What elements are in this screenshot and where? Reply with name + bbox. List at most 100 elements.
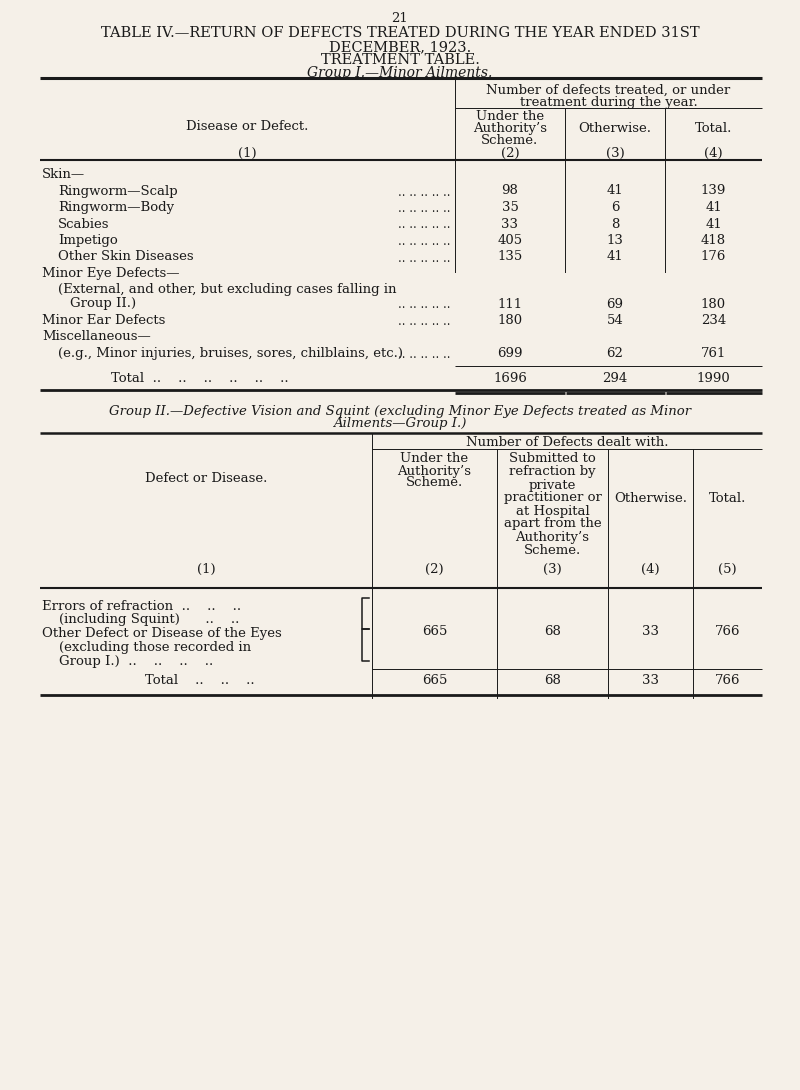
Text: Number of defects treated, or under: Number of defects treated, or under: [486, 84, 730, 97]
Text: Ringworm—Scalp: Ringworm—Scalp: [58, 184, 178, 197]
Text: Otherwise.: Otherwise.: [578, 122, 651, 135]
Text: 761: 761: [701, 347, 726, 360]
Text: 69: 69: [606, 298, 623, 311]
Text: apart from the: apart from the: [504, 518, 602, 531]
Text: (4): (4): [641, 562, 660, 576]
Text: Scabies: Scabies: [58, 218, 110, 230]
Text: at Hospital: at Hospital: [516, 505, 590, 518]
Text: Scheme.: Scheme.: [482, 134, 538, 147]
Text: Other Defect or Disease of the Eyes: Other Defect or Disease of the Eyes: [42, 628, 282, 641]
Text: 180: 180: [701, 298, 726, 311]
Text: 54: 54: [606, 314, 623, 327]
Text: (3): (3): [606, 147, 624, 160]
Text: Group II.—Defective Vision and Squint (excluding Minor Eye Defects treated as Mi: Group II.—Defective Vision and Squint (e…: [109, 404, 691, 417]
Text: .. .. .. .. ..: .. .. .. .. ..: [398, 218, 451, 231]
Text: Impetigo: Impetigo: [58, 234, 118, 247]
Text: Authority’s: Authority’s: [473, 122, 547, 135]
Text: .. .. .. .. ..: .. .. .. .. ..: [398, 315, 451, 328]
Text: Disease or Defect.: Disease or Defect.: [186, 120, 309, 133]
Text: 62: 62: [606, 347, 623, 360]
Text: 176: 176: [701, 251, 726, 264]
Text: 68: 68: [544, 625, 561, 638]
Text: Group I.—Minor Ailments.: Group I.—Minor Ailments.: [307, 66, 493, 80]
Text: (excluding those recorded in: (excluding those recorded in: [42, 642, 251, 654]
Text: TREATMENT TABLE.: TREATMENT TABLE.: [321, 53, 479, 66]
Text: Errors of refraction  ..    ..    ..: Errors of refraction .. .. ..: [42, 600, 241, 613]
Text: DECEMBER, 1923.: DECEMBER, 1923.: [329, 40, 471, 54]
Text: Total.: Total.: [695, 122, 732, 135]
Text: 41: 41: [606, 251, 623, 264]
Text: 1990: 1990: [697, 372, 730, 385]
Text: Submitted to: Submitted to: [509, 452, 596, 465]
Text: Number of Defects dealt with.: Number of Defects dealt with.: [466, 436, 668, 448]
Text: Total.: Total.: [709, 493, 746, 506]
Text: Group II.): Group II.): [70, 298, 136, 311]
Text: 6: 6: [610, 201, 619, 214]
Text: Minor Eye Defects—: Minor Eye Defects—: [42, 267, 179, 280]
Text: .. .. .. .. ..: .. .. .. .. ..: [398, 185, 451, 198]
Text: Authority’s: Authority’s: [398, 464, 471, 477]
Text: Total    ..    ..    ..: Total .. .. ..: [145, 675, 255, 688]
Text: 33: 33: [642, 675, 659, 688]
Text: Group I.)  ..    ..    ..    ..: Group I.) .. .. .. ..: [42, 655, 214, 668]
Text: Defect or Disease.: Defect or Disease.: [145, 472, 267, 485]
Text: 699: 699: [498, 347, 522, 360]
Text: 766: 766: [714, 675, 740, 688]
Text: Ailments—Group I.): Ailments—Group I.): [334, 417, 466, 431]
Text: 98: 98: [502, 184, 518, 197]
Text: practitioner or: practitioner or: [503, 492, 602, 505]
Text: 41: 41: [705, 218, 722, 230]
Text: 665: 665: [422, 675, 447, 688]
Text: 33: 33: [502, 218, 518, 230]
Text: 405: 405: [498, 234, 522, 247]
Text: 418: 418: [701, 234, 726, 247]
Text: (including Squint)      ..    ..: (including Squint) .. ..: [42, 614, 239, 627]
Text: 139: 139: [701, 184, 726, 197]
Text: Minor Ear Defects: Minor Ear Defects: [42, 314, 166, 327]
Text: 33: 33: [642, 625, 659, 638]
Text: Other Skin Diseases: Other Skin Diseases: [58, 251, 194, 264]
Text: Ringworm—Body: Ringworm—Body: [58, 201, 174, 214]
Text: (2): (2): [425, 562, 444, 576]
Text: 1696: 1696: [493, 372, 527, 385]
Text: .. .. .. .. ..: .. .. .. .. ..: [398, 348, 451, 361]
Text: TABLE IV.—RETURN OF DEFECTS TREATED DURING THE YEAR ENDED 31ST: TABLE IV.—RETURN OF DEFECTS TREATED DURI…: [101, 26, 699, 40]
Text: Scheme.: Scheme.: [524, 544, 581, 557]
Text: (2): (2): [501, 147, 519, 160]
Text: Total  ..    ..    ..    ..    ..    ..: Total .. .. .. .. .. ..: [111, 372, 289, 385]
Text: 35: 35: [502, 201, 518, 214]
Text: Authority’s: Authority’s: [515, 531, 590, 544]
Text: Under the: Under the: [401, 452, 469, 465]
Text: 13: 13: [606, 234, 623, 247]
Text: Skin—: Skin—: [42, 168, 85, 181]
Text: private: private: [529, 479, 576, 492]
Text: 294: 294: [602, 372, 628, 385]
Text: .. .. .. .. ..: .. .. .. .. ..: [398, 202, 451, 215]
Text: 111: 111: [498, 298, 522, 311]
Text: 180: 180: [498, 314, 522, 327]
Text: 135: 135: [498, 251, 522, 264]
Text: 21: 21: [392, 12, 408, 25]
Text: Scheme.: Scheme.: [406, 476, 463, 489]
Text: 234: 234: [701, 314, 726, 327]
Text: 68: 68: [544, 675, 561, 688]
Text: .. .. .. .. ..: .. .. .. .. ..: [398, 299, 451, 312]
Text: .. .. .. .. ..: .. .. .. .. ..: [398, 235, 451, 249]
Text: (4): (4): [704, 147, 723, 160]
Text: (External, and other, but excluding cases falling in: (External, and other, but excluding case…: [58, 283, 397, 296]
Text: (3): (3): [543, 562, 562, 576]
Text: 41: 41: [606, 184, 623, 197]
Text: 41: 41: [705, 201, 722, 214]
Text: Miscellaneous—: Miscellaneous—: [42, 330, 150, 343]
Text: 766: 766: [714, 625, 740, 638]
Text: (1): (1): [197, 562, 215, 576]
Text: Under the: Under the: [476, 110, 544, 123]
Text: (1): (1): [238, 147, 257, 160]
Text: 665: 665: [422, 625, 447, 638]
Text: refraction by: refraction by: [509, 465, 596, 479]
Text: (5): (5): [718, 562, 737, 576]
Text: Otherwise.: Otherwise.: [614, 493, 687, 506]
Text: treatment during the year.: treatment during the year.: [520, 96, 698, 109]
Text: (e.g., Minor injuries, bruises, sores, chilblains, etc.): (e.g., Minor injuries, bruises, sores, c…: [58, 347, 403, 360]
Text: .. .. .. .. ..: .. .. .. .. ..: [398, 252, 451, 265]
